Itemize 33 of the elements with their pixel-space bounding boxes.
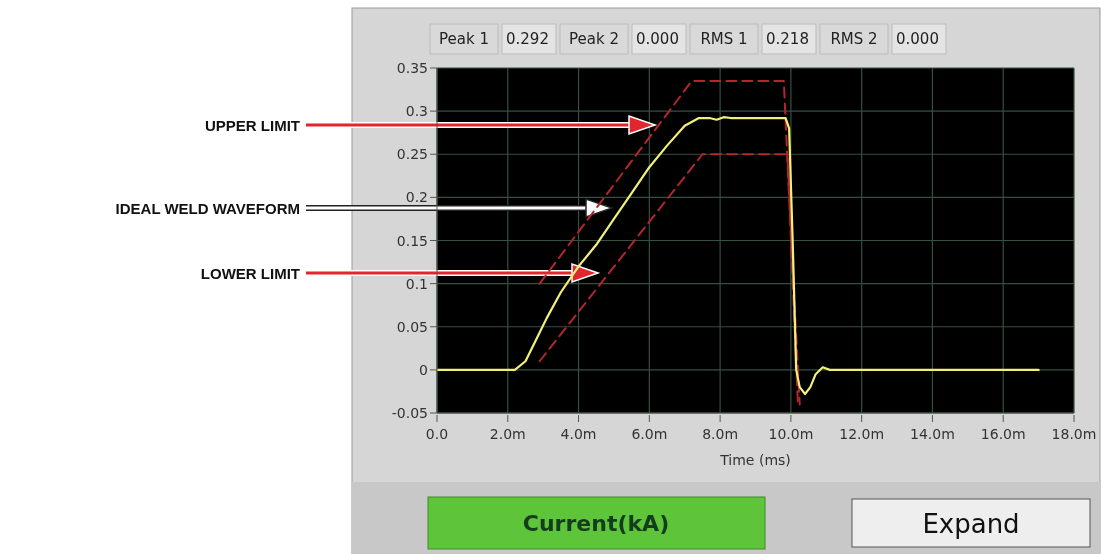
y-tick-label: 0.15 xyxy=(396,232,428,249)
x-tick-label: 6.0m xyxy=(631,426,668,442)
y-tick-label: 0.35 xyxy=(396,60,428,76)
text: Peak 2 xyxy=(569,30,619,48)
x-tick-label: 10.0m xyxy=(768,426,814,442)
y-tick-label: 0 xyxy=(419,361,428,378)
x-tick-label: 14.0m xyxy=(910,426,955,442)
text: Peak 1 xyxy=(439,30,489,48)
y-tick-label: 0.3 xyxy=(405,103,428,120)
text: 0.218 xyxy=(766,30,809,48)
text: UPPER LIMIT xyxy=(204,117,300,134)
text: 0.000 xyxy=(896,30,939,48)
x-tick-label: 18.0m xyxy=(1051,426,1097,442)
x-axis-title: Time (ms) xyxy=(719,452,791,468)
y-tick-label: -0.05 xyxy=(391,405,428,421)
text: RMS 1 xyxy=(700,30,748,48)
y-tick-label: 0.05 xyxy=(396,318,428,335)
text: LOWER LIMIT xyxy=(200,265,300,282)
x-tick-label: 12.0m xyxy=(839,426,885,442)
y-tick-label: 0.2 xyxy=(405,189,428,206)
y-tick-label: 0.1 xyxy=(405,275,428,292)
x-tick-label: 8.0m xyxy=(702,426,739,442)
text: Expand xyxy=(922,509,1020,539)
x-tick-label: 4.0m xyxy=(560,426,597,442)
text: 0.292 xyxy=(506,30,549,48)
x-tick-label: 16.0m xyxy=(980,426,1026,442)
text: Current(kA) xyxy=(522,511,670,536)
y-tick-label: 0.25 xyxy=(396,146,428,163)
text: IDEAL WELD WAVEFORM xyxy=(115,200,300,217)
x-tick-label: 2.0m xyxy=(489,426,526,442)
x-tick-label: 0.0 xyxy=(425,426,449,442)
text: 0.000 xyxy=(636,30,679,48)
text: RMS 2 xyxy=(830,30,878,48)
